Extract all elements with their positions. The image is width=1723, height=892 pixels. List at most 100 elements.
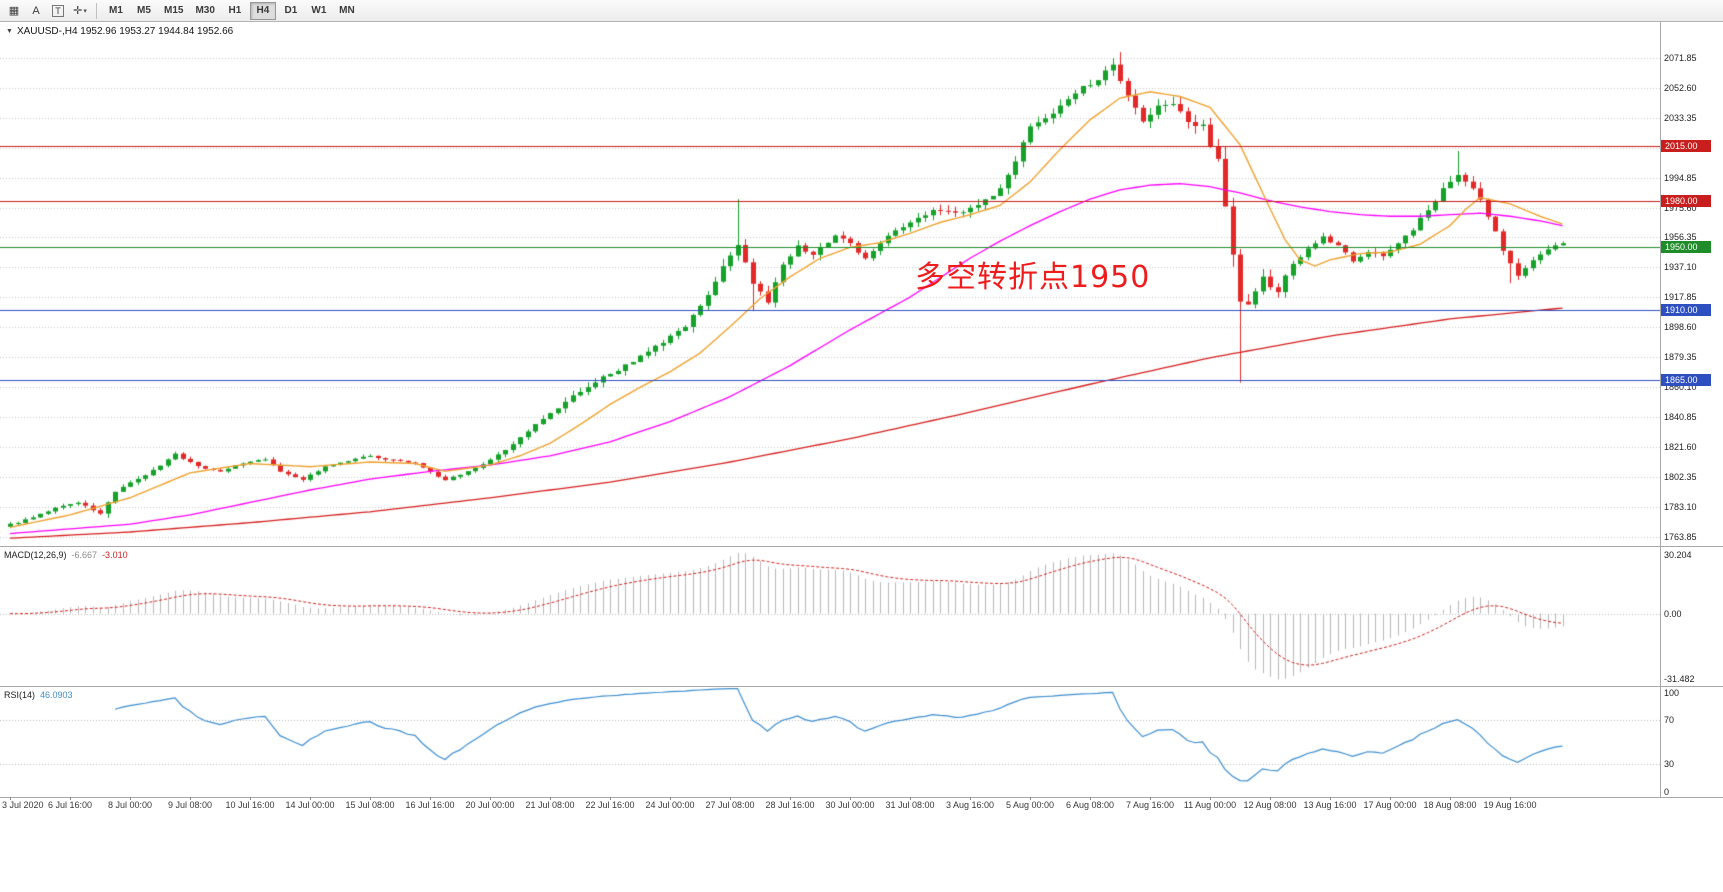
macd-label: MACD(12,26,9) -6.667 -3.010 bbox=[4, 550, 133, 560]
time-axis-tick bbox=[1150, 797, 1151, 800]
time-axis-tick bbox=[1030, 797, 1031, 800]
price-axis-label: 1898.60 bbox=[1664, 322, 1697, 333]
time-axis-tick bbox=[370, 797, 371, 800]
indicator-axis-label: 30.204 bbox=[1664, 550, 1692, 560]
time-axis-tick bbox=[1270, 797, 1271, 800]
time-axis-tick bbox=[130, 797, 131, 800]
timeframe-mn-button[interactable]: MN bbox=[334, 2, 360, 20]
time-axis-tick bbox=[730, 797, 731, 800]
time-axis-tick bbox=[490, 797, 491, 800]
text-tool-glyph: T bbox=[52, 4, 64, 17]
price-axis-label: 1840.85 bbox=[1664, 412, 1697, 423]
time-axis-label: 15 Jul 08:00 bbox=[345, 800, 395, 810]
rsi-indicator-canvas[interactable] bbox=[0, 687, 1660, 797]
time-axis-tick bbox=[430, 797, 431, 800]
indicator-axis-label: 70 bbox=[1664, 715, 1675, 725]
time-axis-tick bbox=[190, 797, 191, 800]
time-axis-tick bbox=[850, 797, 851, 800]
time-axis-label: 30 Jul 00:00 bbox=[825, 800, 875, 810]
timeframe-m15-button[interactable]: M15 bbox=[159, 2, 188, 20]
price-level-badge: 1865.00 bbox=[1661, 373, 1711, 386]
time-axis-tick bbox=[610, 797, 611, 800]
price-axis-border bbox=[1660, 22, 1661, 797]
macd-value: -6.667 bbox=[71, 550, 98, 560]
time-axis-label: 24 Jul 00:00 bbox=[645, 800, 695, 810]
price-axis-label: 1879.35 bbox=[1664, 352, 1697, 363]
time-axis-label: 6 Aug 08:00 bbox=[1065, 800, 1115, 810]
indicator-axis-label: -31.482 bbox=[1664, 674, 1695, 684]
timeframe-d1-button[interactable]: D1 bbox=[278, 2, 304, 20]
price-axis-label: 1821.60 bbox=[1664, 442, 1697, 453]
price-axis-label: 2052.60 bbox=[1664, 82, 1697, 93]
time-axis-tick bbox=[1450, 797, 1451, 800]
price-level-badge: 1910.00 bbox=[1661, 303, 1711, 316]
indicator-axis-label: 30 bbox=[1664, 759, 1675, 769]
time-axis-tick bbox=[670, 797, 671, 800]
font-a-icon[interactable]: A bbox=[32, 4, 40, 17]
macd-signal-value: -3.010 bbox=[102, 550, 128, 560]
dropdown-caret-icon: ▾ bbox=[83, 7, 87, 15]
macd-indicator-canvas[interactable] bbox=[0, 547, 1660, 686]
time-axis-label: 12 Aug 08:00 bbox=[1243, 800, 1297, 810]
price-axis-label: 1975.60 bbox=[1664, 202, 1697, 213]
crosshair-tool-icon[interactable]: ✛ ▾ bbox=[69, 2, 91, 20]
price-chart-canvas[interactable] bbox=[0, 22, 1660, 546]
chart-header: ▼ XAUUSD-,H4 1952.96 1953.27 1944.84 195… bbox=[6, 26, 233, 37]
time-axis-tick bbox=[10, 797, 11, 800]
time-axis-label: 28 Jul 16:00 bbox=[765, 800, 815, 810]
price-axis-label: 1994.85 bbox=[1664, 172, 1697, 183]
rsi-title: RSI(14) bbox=[4, 690, 36, 700]
time-axis-tick bbox=[910, 797, 911, 800]
timeframe-m5-button[interactable]: M5 bbox=[131, 2, 157, 20]
time-axis-tick bbox=[790, 797, 791, 800]
text-tool-icon[interactable]: T bbox=[47, 2, 69, 20]
price-axis-label: 1860.10 bbox=[1664, 382, 1697, 393]
pane-separator[interactable] bbox=[0, 686, 1723, 687]
timeframe-m30-button[interactable]: M30 bbox=[190, 2, 219, 20]
chart-annotation-text: 多空转折点1950 bbox=[915, 260, 1151, 295]
timeframe-h1-button[interactable]: H1 bbox=[222, 2, 248, 20]
time-axis-label: 31 Jul 08:00 bbox=[885, 800, 935, 810]
chart-window-icon[interactable]: ▦ bbox=[8, 5, 20, 17]
rsi-label: RSI(14) 46.0903 bbox=[4, 690, 78, 700]
time-axis-tick bbox=[1390, 797, 1391, 800]
pane-separator[interactable] bbox=[0, 797, 1723, 798]
time-axis-label: 13 Aug 16:00 bbox=[1303, 800, 1357, 810]
time-axis-label: 6 Jul 16:00 bbox=[47, 800, 93, 810]
indicator-axis-label: 0.00 bbox=[1664, 608, 1682, 619]
price-axis-label: 1917.85 bbox=[1664, 292, 1697, 303]
price-level-badge: 1980.00 bbox=[1661, 194, 1711, 207]
time-axis-label: 17 Aug 00:00 bbox=[1363, 800, 1417, 810]
rsi-value: 46.0903 bbox=[40, 690, 73, 700]
time-axis-label: 21 Jul 08:00 bbox=[525, 800, 575, 810]
time-axis-label: 9 Jul 08:00 bbox=[167, 800, 213, 810]
time-axis-label: 11 Aug 00:00 bbox=[1183, 800, 1237, 810]
time-axis-tick bbox=[1210, 797, 1211, 800]
timeframe-h4-button[interactable]: H4 bbox=[249, 1, 276, 20]
time-axis-tick bbox=[310, 797, 311, 800]
timeframe-m1-button[interactable]: M1 bbox=[103, 2, 129, 20]
time-axis-label: 18 Aug 08:00 bbox=[1423, 800, 1477, 810]
price-level-badge: 1950.00 bbox=[1661, 241, 1711, 254]
macd-title: MACD(12,26,9) bbox=[4, 550, 67, 560]
time-axis-tick bbox=[550, 797, 551, 800]
time-axis-tick bbox=[250, 797, 251, 800]
collapse-triangle-icon[interactable]: ▼ bbox=[6, 28, 13, 35]
time-axis-tick bbox=[1330, 797, 1331, 800]
price-level-badge: 2015.00 bbox=[1661, 140, 1711, 153]
price-axis-label: 1956.35 bbox=[1664, 232, 1697, 243]
time-axis-label: 10 Jul 16:00 bbox=[225, 800, 275, 810]
pane-separator[interactable] bbox=[0, 546, 1723, 547]
price-axis-label: 1802.35 bbox=[1664, 472, 1697, 483]
price-axis-label: 1783.10 bbox=[1664, 501, 1697, 512]
time-axis-label: 8 Jul 00:00 bbox=[107, 800, 153, 810]
price-axis-label: 1937.10 bbox=[1664, 262, 1697, 273]
price-axis-label: 1763.85 bbox=[1664, 531, 1697, 542]
timeframe-w1-button[interactable]: W1 bbox=[306, 2, 332, 20]
time-axis-label: 27 Jul 08:00 bbox=[705, 800, 755, 810]
time-axis-label: 7 Aug 16:00 bbox=[1125, 800, 1175, 810]
time-axis-label: 3 Jul 2020 bbox=[2, 800, 44, 810]
price-axis-label: 2033.35 bbox=[1664, 112, 1697, 123]
time-axis-label: 5 Aug 00:00 bbox=[1005, 800, 1055, 810]
time-axis-label: 16 Jul 16:00 bbox=[405, 800, 455, 810]
